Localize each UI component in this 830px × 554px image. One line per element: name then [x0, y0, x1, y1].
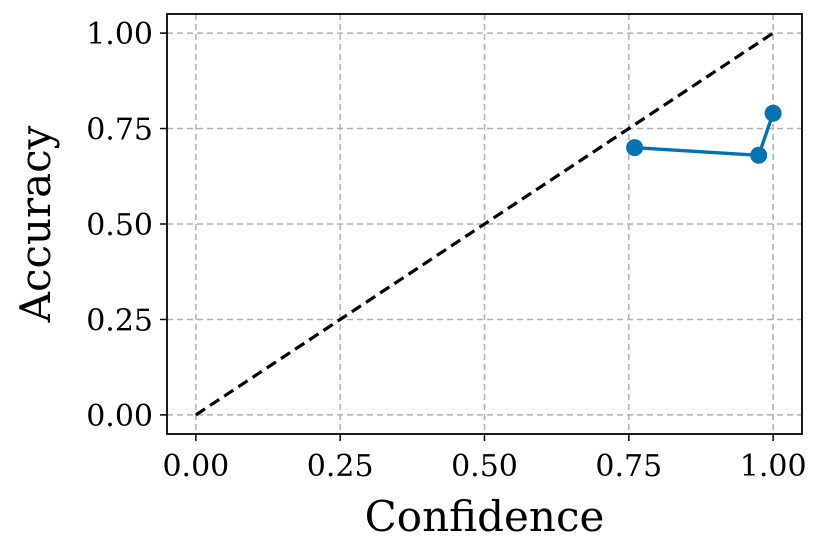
x-tick-label: 1.00	[740, 449, 807, 484]
plot-area	[194, 31, 782, 417]
grid	[167, 14, 802, 434]
x-axis-title: Confidence	[365, 492, 605, 541]
plot-frame	[166, 13, 803, 435]
y-tick-labels: 0.00 0.25 0.50 0.75 1.00	[86, 17, 153, 434]
y-axis-title: Accuracy	[11, 125, 60, 323]
y-tick-label: 0.75	[86, 113, 153, 148]
calibration-point	[626, 139, 644, 157]
calibration-line	[634, 112, 775, 157]
calibration-point	[750, 146, 768, 164]
reference-diagonal-line	[194, 31, 775, 417]
x-tick-label: 0.00	[162, 449, 229, 484]
y-tick-label: 0.50	[86, 208, 153, 243]
calibration-point	[764, 104, 782, 122]
x-tick-label: 0.75	[595, 449, 662, 484]
y-tick-label: 0.00	[86, 399, 153, 434]
tick-marks	[160, 32, 774, 441]
x-tick-label: 0.50	[451, 449, 518, 484]
y-tick-label: 0.25	[86, 303, 153, 338]
y-tick-label: 1.00	[86, 17, 153, 52]
x-tick-labels: 0.00 0.25 0.50 0.75 1.00	[162, 449, 806, 484]
x-tick-label: 0.25	[307, 449, 374, 484]
